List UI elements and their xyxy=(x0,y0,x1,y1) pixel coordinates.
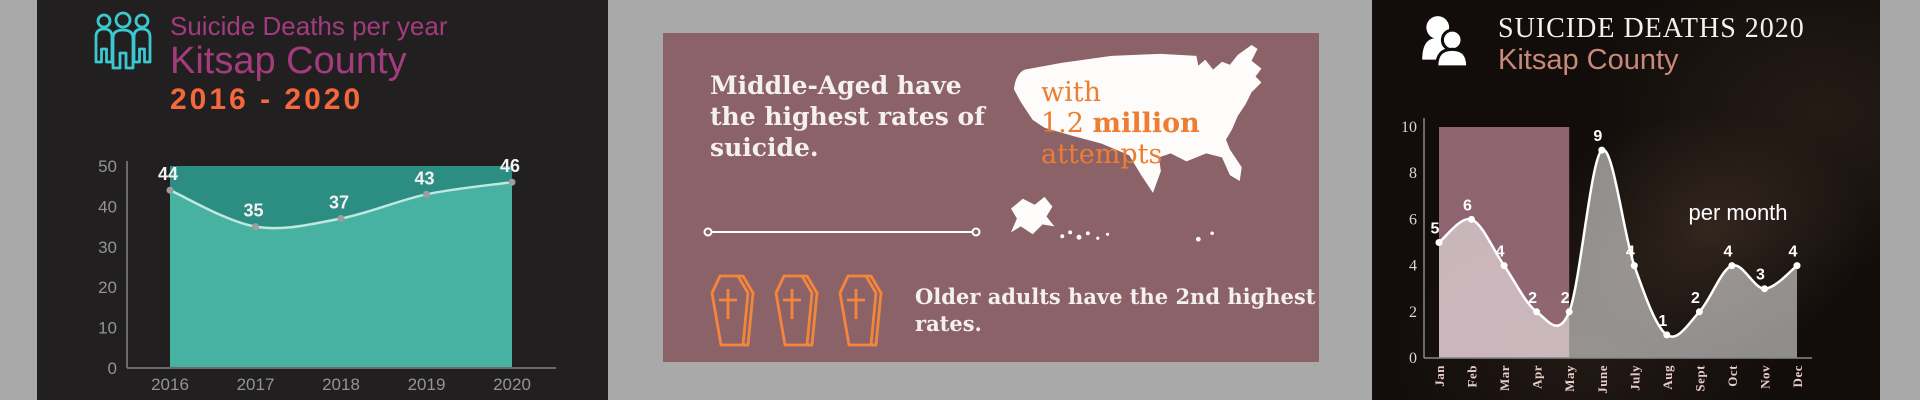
svg-text:10: 10 xyxy=(98,319,117,338)
map-caption: with 1.2 million attempts xyxy=(1041,77,1200,170)
left-title-top: Suicide Deaths per year xyxy=(170,11,448,41)
svg-text:5: 5 xyxy=(1431,221,1440,238)
people-group-icon xyxy=(94,11,152,70)
two-users-icon xyxy=(1422,16,1470,69)
svg-text:2: 2 xyxy=(1528,290,1537,307)
svg-text:4: 4 xyxy=(1789,244,1798,261)
svg-text:4: 4 xyxy=(1409,258,1417,275)
svg-text:4: 4 xyxy=(1496,244,1505,261)
right-title-top: SUICIDE DEATHS 2020 xyxy=(1498,13,1805,44)
svg-text:1: 1 xyxy=(1658,313,1667,330)
left-title-years: 2016 - 2020 xyxy=(170,83,364,116)
right-title-block: SUICIDE DEATHS 2020 Kitsap County xyxy=(1498,13,1805,77)
middle-headline: Middle-Aged have the highest rates of su… xyxy=(710,71,985,162)
svg-text:Feb: Feb xyxy=(1465,365,1480,387)
left-title-block: Suicide Deaths per year Kitsap County 20… xyxy=(170,12,447,118)
svg-text:10: 10 xyxy=(1401,119,1417,136)
svg-text:3: 3 xyxy=(1756,267,1765,284)
svg-text:Apr: Apr xyxy=(1530,365,1545,389)
svg-text:4: 4 xyxy=(1626,244,1635,261)
svg-text:Dec: Dec xyxy=(1790,365,1805,387)
svg-text:40: 40 xyxy=(98,197,117,216)
svg-text:2019: 2019 xyxy=(408,375,446,394)
svg-text:0: 0 xyxy=(1409,350,1417,367)
svg-text:35: 35 xyxy=(243,201,263,221)
svg-text:20: 20 xyxy=(98,278,117,297)
coffin-icon xyxy=(710,274,755,347)
svg-text:Nov: Nov xyxy=(1758,365,1773,389)
svg-text:Oct: Oct xyxy=(1725,365,1740,387)
coffin-icon-row xyxy=(708,273,883,349)
svg-text:50: 50 xyxy=(98,157,117,176)
svg-text:Sept: Sept xyxy=(1692,365,1707,392)
svg-text:2020: 2020 xyxy=(493,375,531,394)
svg-text:9: 9 xyxy=(1593,128,1602,145)
svg-text:6: 6 xyxy=(1409,211,1417,228)
svg-text:June: June xyxy=(1595,365,1610,394)
right-title-main: Kitsap County xyxy=(1498,44,1679,76)
svg-text:May: May xyxy=(1562,365,1577,392)
svg-text:Mar: Mar xyxy=(1497,365,1512,391)
area-chart-deaths-per-year: 0 10 20 30 40 50 2016 2017 2018 2019 2020 44 35 37 43 4… xyxy=(98,156,556,394)
line-chart-deaths-per-month: 0 2 4 6 8 10 Jan Feb Mar Apr May June July Aug Sept Oct… xyxy=(1401,118,1812,394)
svg-text:37: 37 xyxy=(329,193,349,213)
svg-text:Aug: Aug xyxy=(1660,365,1675,390)
left-title-main: Kitsap County xyxy=(170,40,407,82)
svg-text:44: 44 xyxy=(158,164,178,184)
divider-line xyxy=(703,227,981,237)
panel-deaths-2020-monthly: SUICIDE DEATHS 2020 Kitsap County 0 2 4 6 8 1… xyxy=(1372,0,1880,400)
older-adults-note: Older adults have the 2nd highest rates. xyxy=(915,284,1316,336)
panel-middle-aged-stats: Middle-Aged have the highest rates of su… xyxy=(663,33,1319,362)
svg-text:6: 6 xyxy=(1463,197,1472,214)
svg-text:July: July xyxy=(1627,365,1642,391)
svg-text:43: 43 xyxy=(414,168,434,188)
usa-map-silhouette-icon xyxy=(1010,44,1262,242)
svg-text:30: 30 xyxy=(98,238,117,257)
svg-text:0: 0 xyxy=(108,359,117,378)
svg-text:2: 2 xyxy=(1691,290,1700,307)
svg-text:2: 2 xyxy=(1409,304,1417,321)
svg-text:Jan: Jan xyxy=(1432,365,1447,387)
per-month-label: per month xyxy=(1688,200,1788,225)
coffin-icon xyxy=(774,274,819,347)
svg-text:2016: 2016 xyxy=(151,375,189,394)
svg-text:2018: 2018 xyxy=(322,375,360,394)
panel-deaths-per-year: Suicide Deaths per year Kitsap County 20… xyxy=(37,0,608,400)
svg-text:2017: 2017 xyxy=(237,375,275,394)
svg-text:4: 4 xyxy=(1723,244,1732,261)
coffin-icon xyxy=(838,274,883,347)
svg-text:2: 2 xyxy=(1561,290,1570,307)
svg-text:8: 8 xyxy=(1409,165,1417,182)
svg-text:46: 46 xyxy=(500,156,520,176)
